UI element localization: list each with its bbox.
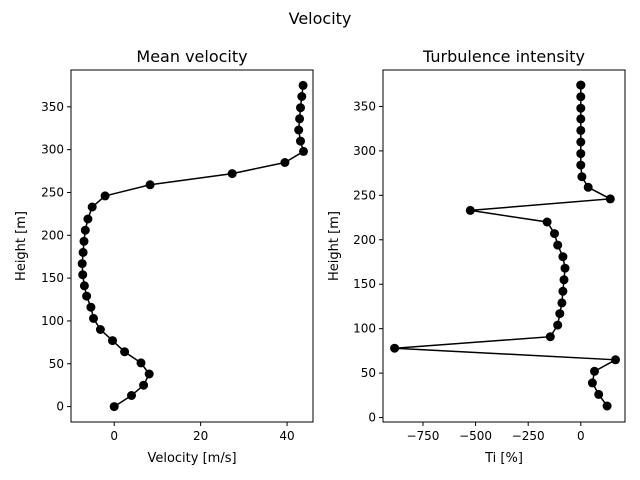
- data-point: [108, 336, 117, 346]
- data-point: [555, 309, 565, 319]
- data-point: [576, 92, 586, 102]
- data-point: [576, 160, 586, 170]
- x-axis-label: Ti [%]: [484, 451, 523, 466]
- axes-title: Turbulence intensity: [422, 47, 585, 66]
- data-point: [83, 214, 93, 224]
- data-point: [558, 252, 568, 262]
- data-point: [297, 92, 307, 101]
- mean-velocity-axes: Mean velocity Velocity [m/s] Height [m] …: [14, 47, 314, 466]
- x-tick-label: 0: [110, 429, 118, 443]
- data-point: [136, 358, 146, 368]
- data-point: [594, 389, 604, 399]
- data-point: [100, 191, 110, 201]
- data-point: [87, 202, 97, 212]
- data-point: [295, 114, 305, 124]
- data-point: [605, 194, 615, 204]
- data-point: [280, 158, 290, 167]
- turbulence-intensity-axes: Turbulence intensity Ti [%] Height [m] −…: [327, 47, 626, 466]
- data-point: [86, 302, 96, 312]
- data-point: [465, 205, 475, 215]
- y-tick-label: 0: [368, 411, 376, 425]
- axis-ticks: −750 −500 −250 0 0 50 100 150 200 250 300 350: [353, 99, 585, 443]
- y-tick-label: 300: [41, 143, 64, 157]
- data-point: [602, 401, 612, 411]
- data-point: [294, 125, 304, 135]
- y-tick-label: 200: [353, 233, 376, 247]
- data-point: [145, 180, 155, 190]
- data-point: [78, 247, 88, 257]
- plot-area: [77, 80, 308, 412]
- data-point: [576, 103, 586, 113]
- y-tick-label: 250: [353, 188, 376, 202]
- data-point: [120, 347, 130, 357]
- data-point: [576, 149, 586, 159]
- data-point: [576, 137, 586, 147]
- data-point: [560, 263, 570, 273]
- data-point: [89, 313, 98, 323]
- y-tick-label: 50: [361, 366, 376, 380]
- x-tick-label: 40: [279, 429, 294, 443]
- data-point: [299, 146, 308, 156]
- y-tick-label: 250: [41, 185, 64, 199]
- y-tick-label: 0: [56, 400, 64, 414]
- data-point: [78, 270, 88, 280]
- data-point: [553, 320, 563, 330]
- data-point: [557, 298, 567, 308]
- data-point: [227, 169, 237, 179]
- data-point: [590, 366, 599, 376]
- data-point: [79, 236, 89, 246]
- axes-frame: [382, 69, 626, 423]
- y-tick-label: 100: [353, 322, 376, 336]
- data-point: [559, 275, 569, 285]
- data-point: [587, 378, 597, 388]
- axes-frame: [70, 69, 314, 423]
- axes-title: Mean velocity: [136, 47, 247, 66]
- data-point: [550, 229, 559, 239]
- data-point: [109, 402, 119, 412]
- data-point: [296, 136, 305, 146]
- x-tick-label: −750: [406, 429, 439, 443]
- y-tick-label: 50: [49, 357, 64, 371]
- data-point: [95, 325, 105, 334]
- data-point: [576, 114, 586, 124]
- x-tick-label: 0: [577, 429, 585, 443]
- y-tick-label: 350: [41, 100, 64, 114]
- x-tick-label: −250: [512, 429, 545, 443]
- data-point: [298, 80, 308, 90]
- data-point: [80, 225, 90, 235]
- y-tick-label: 100: [41, 314, 64, 328]
- y-axis-label: Height [m]: [14, 211, 29, 281]
- data-point: [79, 281, 89, 291]
- y-tick-label: 350: [353, 99, 376, 113]
- data-point: [77, 259, 87, 269]
- x-tick-label: −500: [459, 429, 492, 443]
- data-point: [558, 286, 568, 296]
- y-tick-label: 150: [353, 277, 376, 291]
- data-point: [82, 291, 92, 301]
- figure-suptitle: Velocity: [289, 9, 352, 28]
- data-point: [553, 240, 563, 250]
- data-point: [545, 332, 555, 342]
- data-point: [576, 80, 586, 90]
- data-point: [127, 391, 136, 400]
- data-point: [296, 103, 305, 113]
- x-axis-label: Velocity [m/s]: [147, 451, 236, 466]
- y-tick-label: 300: [353, 144, 376, 158]
- data-point: [139, 380, 149, 390]
- data-point: [576, 125, 586, 135]
- axis-ticks: 0 20 40 0 50 100 150 200 250 300 350: [41, 100, 295, 443]
- y-tick-label: 150: [41, 271, 64, 285]
- y-axis-label: Height [m]: [327, 211, 342, 281]
- data-point: [542, 217, 552, 227]
- y-tick-label: 200: [41, 228, 64, 242]
- data-point: [611, 355, 620, 365]
- plot-area: [390, 80, 620, 411]
- data-point: [583, 182, 593, 192]
- data-point: [390, 343, 400, 353]
- data-point: [577, 172, 587, 182]
- x-tick-label: 20: [193, 429, 208, 443]
- data-point: [144, 369, 154, 379]
